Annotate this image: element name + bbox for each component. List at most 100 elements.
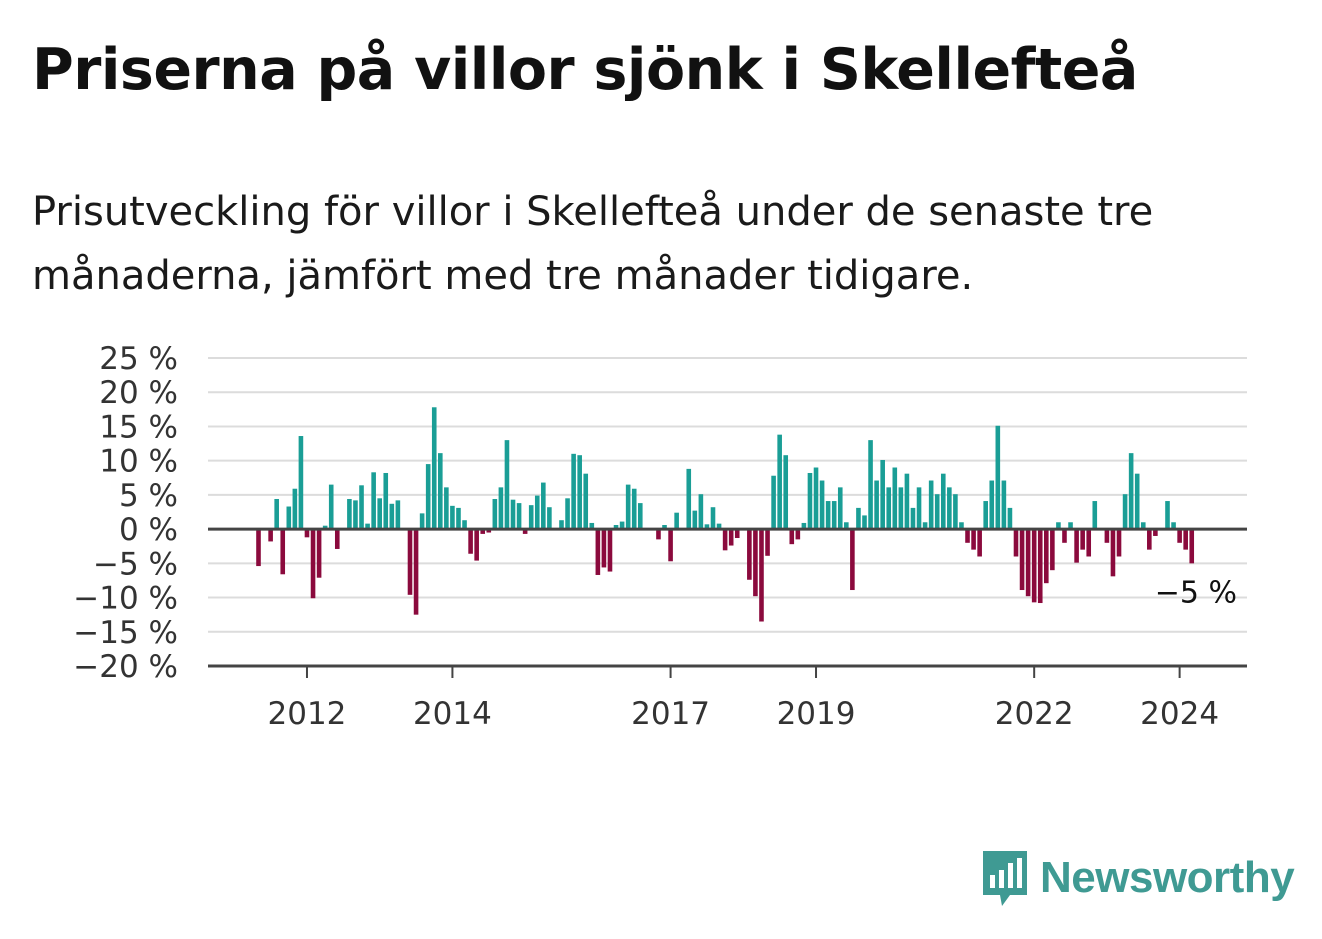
bar-negative <box>407 529 413 595</box>
bar-positive <box>880 459 885 530</box>
bar-positive <box>425 464 431 530</box>
bar-positive <box>431 407 437 530</box>
bar-positive <box>1128 453 1134 530</box>
bar-negative <box>1080 529 1085 550</box>
bar-positive <box>783 455 789 530</box>
bar-positive <box>274 498 279 530</box>
bar-positive <box>874 480 879 530</box>
bar-negative <box>1189 529 1195 564</box>
bar-positive <box>528 505 534 530</box>
bar-positive <box>510 499 516 530</box>
bar-positive <box>995 425 1001 530</box>
y-tick-label: −15 % <box>73 615 178 651</box>
bar-positive <box>1165 501 1170 530</box>
bar-positive <box>686 468 692 530</box>
bar-positive <box>692 510 698 530</box>
bar-positive <box>886 487 892 530</box>
bar-positive <box>856 507 861 530</box>
bar-positive <box>492 498 498 530</box>
bar-positive <box>1001 480 1007 530</box>
bar-positive <box>450 505 455 530</box>
y-tick-label: 0 % <box>119 512 178 548</box>
bar-negative <box>1183 529 1188 550</box>
bar-positive <box>322 525 328 530</box>
bar-positive <box>777 434 782 530</box>
y-tick-label: 10 % <box>99 444 178 480</box>
bar-positive <box>898 487 904 530</box>
bar-negative <box>1104 529 1110 543</box>
bar-negative <box>1031 529 1037 603</box>
bar-negative <box>334 529 340 549</box>
bar-negative <box>734 529 740 539</box>
bar-positive <box>837 487 843 530</box>
bar-negative <box>486 529 492 533</box>
bar-negative <box>728 529 734 546</box>
bar-positive <box>940 473 946 530</box>
y-tick-label: 20 % <box>99 375 178 411</box>
x-tick-label: 2017 <box>631 696 710 732</box>
bar-positive <box>1134 473 1140 530</box>
bar-positive <box>807 472 813 530</box>
bar-positive <box>934 494 940 530</box>
bar-negative <box>1013 529 1019 557</box>
bar-positive <box>377 498 382 530</box>
y-tick-label: 5 % <box>119 478 178 514</box>
bar-negative <box>268 529 273 542</box>
bar-negative <box>668 529 673 562</box>
bar-positive <box>389 503 395 530</box>
bar-positive <box>498 487 504 530</box>
bar-positive <box>637 503 643 530</box>
bar-positive <box>825 501 831 530</box>
bar-positive <box>959 522 964 530</box>
bar-positive <box>395 500 401 530</box>
chart-subtitle: Prisutveckling för villor i Skellefteå u… <box>32 189 1154 299</box>
bar-negative <box>280 529 286 575</box>
bar-negative <box>1177 529 1182 543</box>
bar-negative <box>607 529 613 572</box>
bar-positive <box>892 467 898 530</box>
bar-positive <box>922 522 928 530</box>
bar-positive <box>910 507 916 530</box>
bar-positive <box>831 501 837 530</box>
bar-negative <box>468 529 473 554</box>
bar-positive <box>613 525 619 530</box>
bar-positive <box>589 522 595 530</box>
y-tick-label: 15 % <box>99 409 178 445</box>
bar-positive <box>625 484 631 530</box>
bar-positive <box>565 498 570 530</box>
bar-negative <box>977 529 982 557</box>
bar-positive <box>844 522 849 530</box>
bar-negative <box>310 529 316 599</box>
bar-negative <box>316 529 322 578</box>
bar-negative <box>1044 529 1049 584</box>
bar-negative <box>1019 529 1025 591</box>
bar-negative <box>1025 529 1031 597</box>
bar-positive <box>347 498 352 530</box>
bar-positive <box>868 440 873 530</box>
grid-lines <box>208 357 1247 633</box>
bar-positive <box>813 467 819 530</box>
bar-negative <box>789 529 795 545</box>
bar-positive <box>1092 501 1098 530</box>
bar-negative <box>965 529 970 543</box>
bar-positive <box>534 495 540 530</box>
bar-negative <box>474 529 479 561</box>
bar-negative <box>753 529 758 597</box>
bar-positive <box>328 484 334 530</box>
bar-positive <box>583 473 589 530</box>
y-tick-label: −20 % <box>73 649 178 685</box>
bar-negative <box>795 529 801 540</box>
bar-positive <box>928 480 934 530</box>
bar-positive <box>983 501 988 530</box>
bar-negative <box>1110 529 1116 577</box>
bar-positive <box>365 523 370 530</box>
bar-positive <box>801 522 807 530</box>
bar-positive <box>571 453 576 530</box>
bar-negative <box>1062 529 1067 543</box>
bar-negative <box>256 529 261 567</box>
last-value-label: −5 % <box>1155 576 1237 611</box>
bar-positive <box>1068 522 1073 530</box>
y-tick-label: −5 % <box>93 546 178 582</box>
y-tick-label: 25 % <box>99 341 178 377</box>
bar-positive <box>292 488 298 530</box>
